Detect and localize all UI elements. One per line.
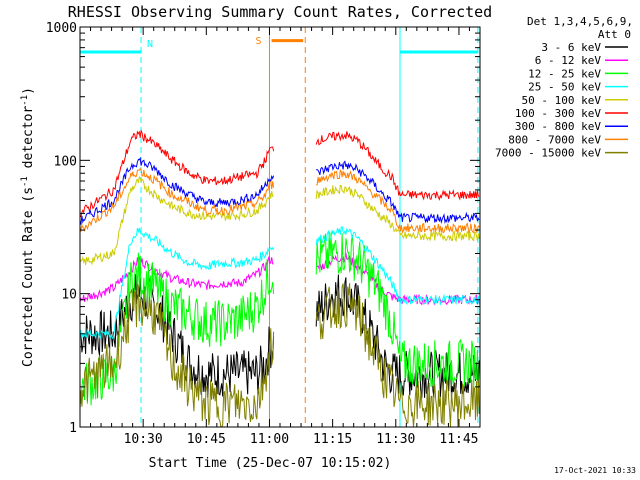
- series-line: [79, 227, 275, 340]
- y-tick-label: 100: [54, 154, 77, 169]
- generation-timestamp: 17-Oct-2021 10:33: [554, 466, 636, 475]
- series-line: [315, 184, 480, 243]
- y-axis-label-exponent: -1: [20, 176, 30, 187]
- series-line: [79, 175, 274, 266]
- y-axis-label-part: detector: [21, 106, 36, 177]
- legend-label: 800 - 7000 keV: [508, 133, 601, 146]
- x-tick-label: 11:45: [439, 432, 478, 447]
- y-axis-label-exponent: -1: [20, 95, 30, 106]
- x-tick-label: 11:00: [250, 432, 289, 447]
- series-line: [315, 231, 480, 388]
- y-axis-label-part: Corrected Count Rate (s: [21, 187, 36, 367]
- series-line: [79, 130, 275, 218]
- legend-label: 25 - 50 keV: [528, 81, 601, 94]
- y-tick-label: 10: [61, 288, 77, 303]
- legend-label: 12 - 25 keV: [528, 67, 601, 80]
- x-tick-label: 10:30: [124, 432, 163, 447]
- y-axis-label: Corrected Count Rate (s-1 detector-1): [20, 87, 36, 367]
- series-line: [79, 256, 274, 303]
- legend-label: 3 - 6 keV: [541, 41, 601, 54]
- series-line: [316, 168, 480, 235]
- x-tick-label: 11:15: [313, 432, 352, 447]
- legend-label: 100 - 300 keV: [515, 107, 601, 120]
- flag-label: S: [255, 36, 261, 47]
- series-group: [79, 130, 480, 428]
- y-tick-label: 1000: [46, 21, 77, 36]
- legend-label: 50 - 100 keV: [522, 94, 602, 107]
- x-axis: 10:30 10:45 11:00 11:15 11:30 11:45: [90, 27, 481, 447]
- series-line: [79, 274, 275, 398]
- series-line: [79, 167, 275, 232]
- series-line: [315, 274, 480, 399]
- legend-header-line-2: Att 0: [598, 28, 631, 41]
- legend-header-line-1: Det 1,3,4,5,6,9,: [527, 15, 633, 28]
- y-axis: 1 10 100 1000: [46, 21, 480, 436]
- series-line: [315, 225, 480, 307]
- series-line: [316, 160, 480, 225]
- series-line: [79, 283, 275, 428]
- y-tick-label: 1: [69, 421, 77, 436]
- series-line: [315, 131, 480, 201]
- legend-label: 7000 - 15000 keV: [495, 147, 601, 160]
- chart-title: RHESSI Observing Summary Count Rates, Co…: [68, 3, 492, 21]
- x-axis-label: Start Time (25-Dec-07 10:15:02): [149, 456, 392, 471]
- series-line: [315, 283, 480, 428]
- x-tick-label: 11:30: [376, 432, 415, 447]
- y-axis-label-part: ): [21, 87, 36, 95]
- legend-label: 6 - 12 keV: [535, 54, 602, 67]
- flag-label: N: [147, 39, 153, 50]
- legend-label: 300 - 800 keV: [515, 120, 601, 133]
- x-tick-label: 10:45: [187, 432, 226, 447]
